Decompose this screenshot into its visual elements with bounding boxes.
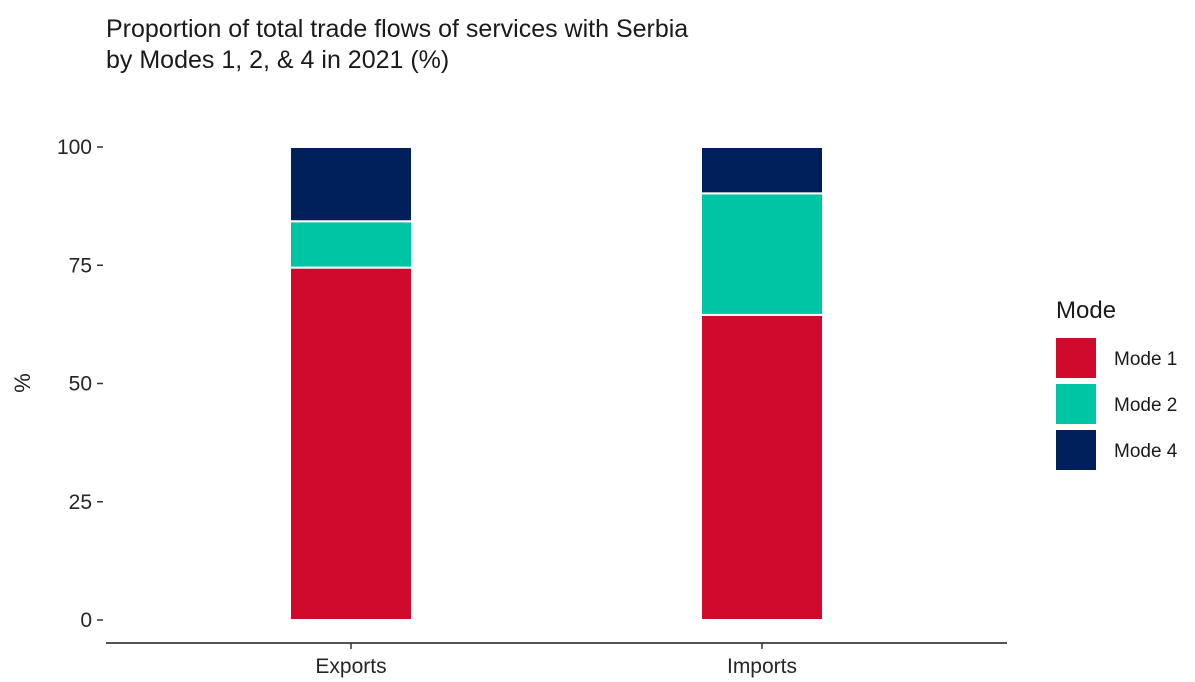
y-tick-label: 0	[80, 609, 92, 632]
bar-imports-mode-2	[700, 192, 824, 316]
y-tick-label: 100	[57, 136, 92, 159]
legend-key-mode-2	[1056, 384, 1096, 424]
y-tick-label: 75	[69, 254, 92, 277]
y-axis-title: %	[10, 373, 35, 393]
chart-title-line-2: by Modes 1, 2, & 4 in 2021 (%)	[106, 46, 450, 74]
x-tick-label-imports: Imports	[727, 655, 797, 678]
y-tick-label: 50	[69, 373, 92, 396]
chart-title-line-1: Proportion of total trade flows of servi…	[106, 15, 689, 43]
legend-label-mode-1: Mode 1	[1114, 349, 1177, 370]
bar-exports-mode-1	[289, 266, 413, 621]
legend-key-mode-4	[1056, 430, 1096, 470]
chart-title: Proportion of total trade flows of servi…	[106, 14, 1006, 76]
bar-imports-mode-1	[700, 313, 824, 621]
bar-group	[289, 146, 824, 621]
legend-key-mode-1	[1056, 338, 1096, 378]
x-axis: Exports Imports	[106, 642, 1007, 678]
bar-exports-mode-4	[289, 146, 413, 223]
y-axis: 0 25 50 75 100	[57, 136, 103, 632]
x-tick-label-exports: Exports	[315, 655, 386, 678]
legend-label-mode-4: Mode 4	[1114, 441, 1178, 462]
bar-imports-mode-4	[700, 146, 824, 195]
legend-title: Mode	[1056, 297, 1116, 324]
legend: Mode Mode 1 Mode 2 Mode 4	[1056, 297, 1178, 470]
bar-exports-mode-2	[289, 220, 413, 269]
legend-label-mode-2: Mode 2	[1114, 395, 1177, 416]
y-tick-label: 25	[69, 491, 92, 514]
